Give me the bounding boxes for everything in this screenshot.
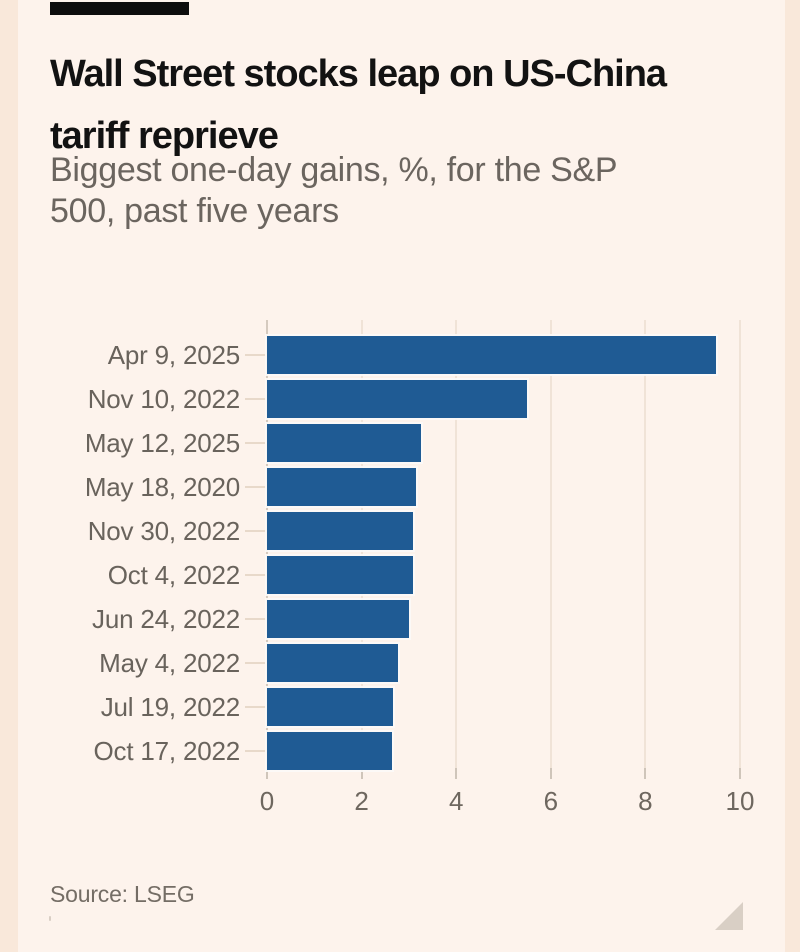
x-axis-tick bbox=[549, 768, 552, 779]
category-label: May 4, 2022 bbox=[99, 648, 240, 678]
x-tick-label: 10 bbox=[725, 786, 755, 816]
x-tick-label: 2 bbox=[354, 786, 369, 816]
bar bbox=[267, 556, 413, 594]
source-note: Source: LSEG bbox=[50, 881, 195, 907]
stray-mark bbox=[49, 916, 51, 921]
bar bbox=[267, 688, 393, 726]
x-axis-tick bbox=[644, 768, 647, 779]
category-label: May 18, 2020 bbox=[84, 472, 240, 502]
category-label: Oct 17, 2022 bbox=[93, 736, 241, 766]
x-gridline bbox=[549, 320, 552, 768]
category-label: Apr 9, 2025 bbox=[107, 340, 240, 370]
resize-handle-icon[interactable] bbox=[715, 902, 743, 930]
bar bbox=[267, 644, 398, 682]
x-axis-tick bbox=[266, 768, 268, 779]
chart-subtitle: Biggest one-day gains, %, for the S&P 50… bbox=[50, 151, 618, 230]
y-axis-tick bbox=[245, 662, 266, 664]
right-edge-strip bbox=[785, 0, 800, 952]
category-label: Nov 30, 2022 bbox=[87, 516, 240, 546]
x-tick-label: 0 bbox=[259, 786, 275, 816]
x-tick-label: 4 bbox=[448, 786, 464, 816]
x-axis-tick bbox=[739, 768, 741, 779]
category-label: Nov 10, 2022 bbox=[87, 384, 240, 414]
category-label: Jul 19, 2022 bbox=[100, 692, 240, 722]
x-tick-label: 8 bbox=[638, 786, 653, 816]
x-gridline bbox=[455, 320, 458, 768]
bar bbox=[267, 732, 392, 770]
x-gridline bbox=[644, 320, 647, 768]
headline-kicker-bar bbox=[50, 2, 189, 15]
x-axis-tick bbox=[360, 768, 363, 779]
bar bbox=[267, 380, 527, 418]
category-label: Jun 24, 2022 bbox=[92, 604, 240, 634]
y-axis-tick bbox=[245, 530, 266, 532]
y-axis-tick bbox=[245, 486, 266, 488]
y-axis-tick bbox=[245, 442, 266, 444]
y-axis-tick bbox=[245, 706, 266, 708]
left-edge-strip bbox=[0, 0, 18, 952]
x-gridline bbox=[739, 320, 741, 768]
bar bbox=[267, 600, 409, 638]
chart-title: Wall Street stocks leap on US-China tari… bbox=[50, 53, 667, 158]
x-tick-label: 6 bbox=[543, 786, 559, 816]
bar bbox=[267, 512, 413, 550]
bar bbox=[267, 424, 421, 462]
category-label: May 12, 2025 bbox=[84, 428, 240, 458]
bar bbox=[267, 468, 416, 506]
y-axis-tick bbox=[245, 354, 266, 356]
y-axis-tick bbox=[245, 398, 266, 400]
y-axis-tick bbox=[245, 750, 266, 752]
y-axis-tick bbox=[245, 574, 266, 576]
x-axis-tick bbox=[455, 768, 458, 779]
bar bbox=[267, 336, 716, 374]
category-label: Oct 4, 2022 bbox=[107, 560, 240, 590]
y-axis-tick bbox=[245, 618, 266, 620]
